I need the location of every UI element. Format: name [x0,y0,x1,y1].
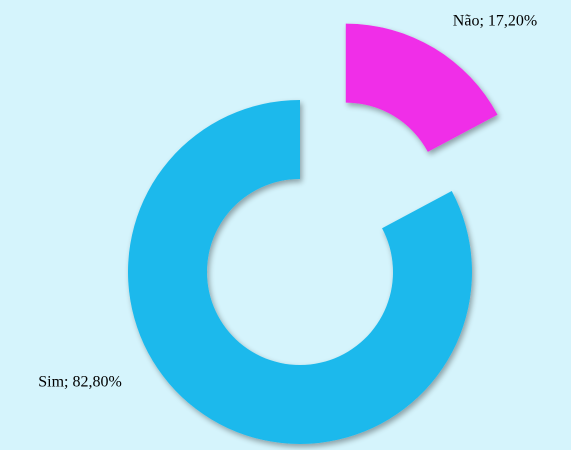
data-label: Não; 17,20% [453,13,537,30]
data-label: Sim; 82,80% [38,374,122,391]
donut-slice [127,100,472,444]
donut-slice [345,23,498,152]
